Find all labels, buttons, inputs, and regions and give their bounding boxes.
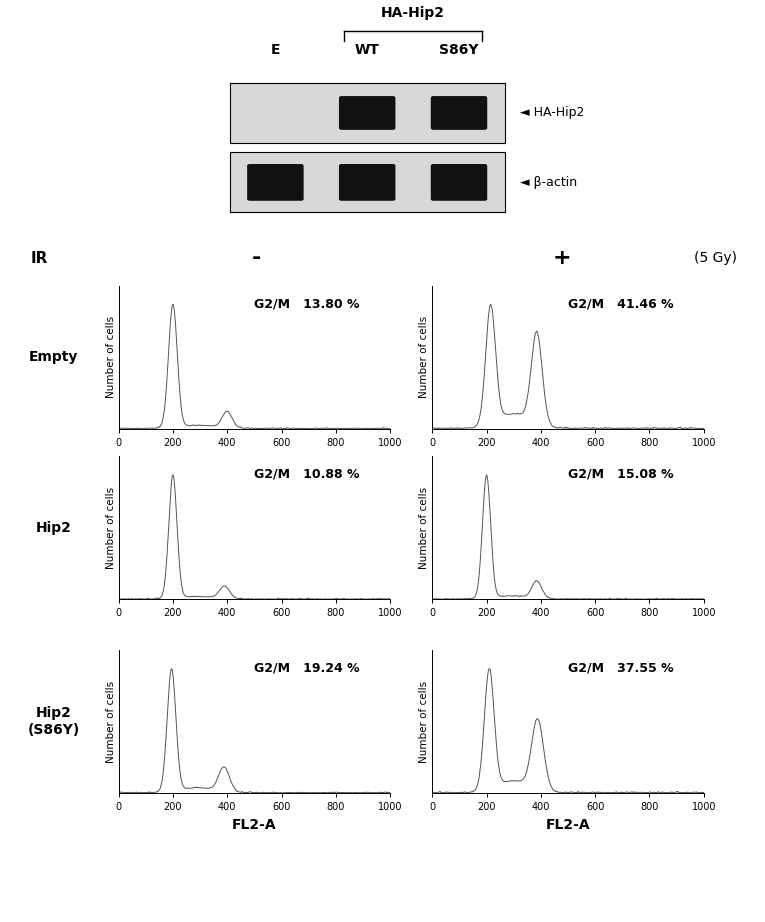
Text: HA-Hip2: HA-Hip2 bbox=[381, 6, 445, 20]
FancyBboxPatch shape bbox=[248, 165, 303, 200]
Y-axis label: Number of cells: Number of cells bbox=[106, 487, 116, 569]
Y-axis label: Number of cells: Number of cells bbox=[419, 680, 429, 762]
Text: IR: IR bbox=[31, 251, 48, 266]
Text: G2/M   41.46 %: G2/M 41.46 % bbox=[568, 297, 674, 310]
Text: G2/M   19.24 %: G2/M 19.24 % bbox=[254, 661, 360, 674]
Text: (5 Gy): (5 Gy) bbox=[694, 251, 737, 266]
Text: -: - bbox=[252, 248, 261, 268]
Text: S86Y: S86Y bbox=[439, 43, 479, 57]
FancyBboxPatch shape bbox=[431, 97, 487, 129]
Y-axis label: Number of cells: Number of cells bbox=[419, 487, 429, 569]
Text: ◄ HA-Hip2: ◄ HA-Hip2 bbox=[520, 106, 584, 120]
Text: Empty: Empty bbox=[29, 350, 78, 364]
Y-axis label: Number of cells: Number of cells bbox=[106, 680, 116, 762]
Text: Hip2: Hip2 bbox=[36, 521, 71, 535]
FancyBboxPatch shape bbox=[340, 165, 395, 200]
X-axis label: FL2-A: FL2-A bbox=[545, 818, 591, 832]
FancyBboxPatch shape bbox=[431, 165, 487, 200]
Y-axis label: Number of cells: Number of cells bbox=[106, 316, 116, 398]
Text: WT: WT bbox=[355, 43, 379, 57]
Text: G2/M   13.80 %: G2/M 13.80 % bbox=[254, 297, 360, 310]
Y-axis label: Number of cells: Number of cells bbox=[419, 316, 429, 398]
X-axis label: FL2-A: FL2-A bbox=[232, 818, 277, 832]
Text: ◄ β-actin: ◄ β-actin bbox=[520, 175, 578, 189]
Text: G2/M   37.55 %: G2/M 37.55 % bbox=[568, 661, 674, 674]
FancyBboxPatch shape bbox=[340, 97, 395, 129]
Text: E: E bbox=[271, 43, 280, 57]
Text: G2/M   15.08 %: G2/M 15.08 % bbox=[568, 467, 674, 480]
Text: Hip2
(S86Y): Hip2 (S86Y) bbox=[28, 706, 80, 737]
Text: +: + bbox=[553, 248, 571, 268]
Text: G2/M   10.88 %: G2/M 10.88 % bbox=[254, 467, 360, 480]
